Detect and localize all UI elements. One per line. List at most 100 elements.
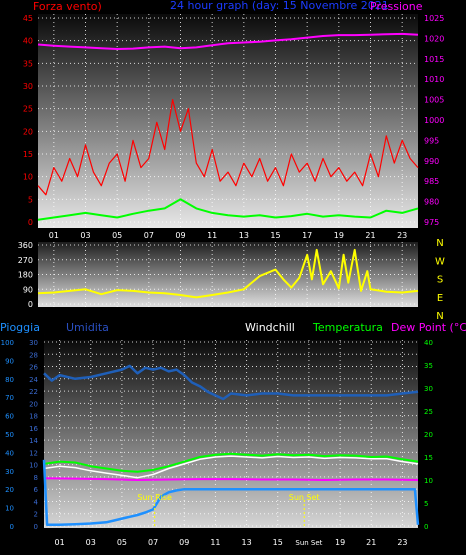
dew-point-line	[43, 477, 419, 481]
pressure-tick-label: 990	[424, 157, 439, 166]
temperature-line	[43, 452, 419, 473]
hour-tick-label: 05	[112, 231, 122, 240]
temperature-tick-label: 0	[424, 523, 428, 531]
hour-tick-label: 23	[397, 538, 407, 547]
pressure-axis: 975 980 985 990 995 1000 1005 1010 1015 1020 1025	[424, 14, 444, 227]
humidity-line	[43, 364, 419, 401]
wind-tick-label: 20	[23, 127, 33, 136]
direction-tick-label: 90	[23, 285, 33, 294]
direction-tick-label: 180	[18, 271, 33, 280]
sun-annotations: Sun Rise Sun Set	[137, 493, 320, 528]
wind-average-line	[37, 198, 419, 221]
temperature-tick-label: 15	[424, 454, 433, 462]
humidity-tick-label: 90	[5, 357, 14, 365]
hour-tick-label: 01	[54, 538, 64, 547]
pressure-tick-label: 1015	[424, 55, 444, 64]
temperature-x-axis: 01 03 05 07 09 11 13 15 Sun Set 19 21 23	[54, 538, 407, 547]
rain-tick-label: 22	[29, 388, 38, 396]
wind-pressure-plot-area	[38, 14, 418, 228]
wind-tick-label: 30	[23, 82, 33, 91]
wind-tick-label: 5	[28, 195, 33, 204]
pressure-tick-label: 995	[424, 136, 439, 145]
rain-tick-label: 6	[34, 486, 39, 494]
hour-tick-label: 19	[335, 538, 345, 547]
rain-tick-label: 18	[29, 413, 38, 421]
pressure-tick-label: 1020	[424, 34, 444, 43]
temperature-tick-label: 25	[424, 408, 433, 416]
compass-label: S	[437, 275, 443, 286]
rain-tick-label: 14	[29, 437, 38, 445]
rain-axis-title: Pioggia	[0, 321, 40, 334]
chart-title: 24 hour graph (day: 15 Novembre 2021	[170, 0, 389, 12]
hour-tick-label: 07	[144, 231, 154, 240]
rain-tick-label: 16	[29, 425, 38, 433]
pressure-tick-label: 1005	[424, 96, 444, 105]
rain-tick-label: 24	[29, 376, 38, 384]
temperature-tick-label: 10	[424, 477, 433, 485]
humidity-tick-label: 70	[5, 394, 14, 402]
wind-direction-series	[37, 248, 419, 299]
humidity-tick-label: 60	[5, 413, 14, 421]
wind-speed-line	[37, 98, 419, 196]
hour-tick-label: 05	[117, 538, 127, 547]
hour-tick-label: 03	[86, 538, 96, 547]
wind-pressure-x-axis: 01 03 05 07 09 11 13 15 17 19 21 23	[49, 231, 408, 240]
pressure-tick-label: 980	[424, 198, 439, 207]
hour-tick-label: 21	[366, 538, 376, 547]
pressure-tick-label: 1010	[424, 75, 444, 84]
rain-tick-label: 10	[29, 462, 38, 470]
direction-tick-label: 360	[18, 241, 33, 250]
temperature-tick-label: 20	[424, 431, 433, 439]
humidity-tick-label: 20	[5, 486, 14, 494]
temperature-tick-label: 40	[424, 339, 433, 347]
wind-direction-line	[37, 248, 419, 299]
temperature-legend: Temperatura	[312, 321, 383, 334]
rain-tick-label: 30	[29, 339, 38, 347]
pressure-tick-label: 1025	[424, 14, 444, 23]
pressure-tick-label: 985	[424, 177, 439, 186]
humidity-tick-label: 100	[1, 339, 14, 347]
hour-tick-label: 23	[397, 231, 407, 240]
rain-tick-label: 26	[29, 364, 38, 372]
dew-point-legend: Dew Point (°C)	[391, 321, 466, 334]
wind-tick-label: 10	[23, 173, 33, 182]
humidity-axis: 0 10 20 30 40 50 60 70 80 90 100	[1, 339, 14, 531]
wind-tick-label: 25	[23, 105, 33, 114]
direction-tick-label: 0	[28, 300, 33, 309]
humidity-tick-label: 40	[5, 449, 14, 457]
sun-marker-label: Sun Rise	[137, 493, 172, 502]
rain-tick-label: 4	[34, 498, 39, 506]
rain-tick-label: 2	[34, 511, 38, 519]
hour-tick-label: 15	[270, 231, 280, 240]
pressure-axis-title: Pressione	[370, 0, 423, 13]
temperature-plot-area	[44, 340, 418, 528]
direction-tick-label: 270	[18, 256, 33, 265]
humidity-tick-label: 50	[5, 431, 14, 439]
pressure-tick-label: 1000	[424, 116, 444, 125]
temperature-axis: 0 5 10 15 20 25 30 35 40	[424, 339, 433, 531]
wind-direction-grid	[38, 242, 418, 307]
hour-tick-label: 11	[207, 231, 217, 240]
rain-tick-label: 20	[29, 400, 38, 408]
wind-tick-label: 45	[23, 14, 33, 23]
hour-tick-label: 03	[80, 231, 90, 240]
hour-tick-label: 15	[273, 538, 283, 547]
hour-tick-label: 07	[148, 538, 158, 547]
humidity-axis-title: Umidita	[66, 321, 109, 334]
compass-label: E	[437, 293, 443, 304]
rain-tick-label: 28	[29, 351, 38, 359]
hour-tick-label: 13	[239, 231, 249, 240]
hour-tick-label: 13	[241, 538, 251, 547]
wind-direction-axis: 0 90 180 270 360	[18, 241, 33, 309]
wind-pressure-series	[37, 32, 419, 221]
rain-tick-label: 0	[34, 523, 38, 531]
sun-marker-label: Sun Set	[289, 493, 320, 502]
wind-tick-label: 0	[28, 218, 33, 227]
hour-tick-label: 09	[179, 538, 189, 547]
wind-pressure-grid	[38, 14, 418, 228]
temperature-grid	[44, 340, 418, 528]
rain-tick-label: 12	[29, 449, 38, 457]
pressure-line	[37, 32, 419, 50]
